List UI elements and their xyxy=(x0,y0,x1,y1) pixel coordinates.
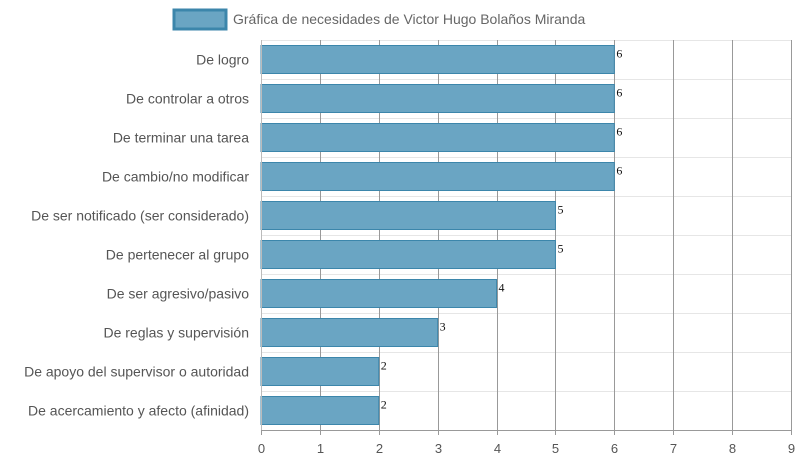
bar[interactable] xyxy=(260,45,615,74)
data-label: 6 xyxy=(616,164,622,178)
data-label: 6 xyxy=(616,125,622,139)
x-tick-label: 8 xyxy=(729,441,736,456)
category-label: De cambio/no modificar xyxy=(102,169,249,185)
data-label: 6 xyxy=(616,86,622,100)
x-tick-label: 5 xyxy=(552,441,559,456)
data-label: 4 xyxy=(499,281,505,295)
bar[interactable] xyxy=(260,396,380,425)
x-tick-label: 4 xyxy=(494,441,501,456)
data-label: 2 xyxy=(381,359,387,373)
bar[interactable] xyxy=(260,84,615,113)
data-label: 6 xyxy=(616,47,622,61)
bar[interactable] xyxy=(260,357,380,386)
x-tick-label: 9 xyxy=(788,441,795,456)
category-label: De pertenecer al grupo xyxy=(106,247,249,263)
legend-swatch[interactable] xyxy=(172,8,228,31)
data-label: 2 xyxy=(381,398,387,412)
x-tick-label: 6 xyxy=(611,441,618,456)
category-label: De apoyo del supervisor o autoridad xyxy=(24,364,249,380)
category-label: De controlar a otros xyxy=(126,91,249,107)
axes: 0 1 2 3 4 5 6 7 8 9 xyxy=(258,40,795,456)
legend-label[interactable]: Gráfica de necesidades de Victor Hugo Bo… xyxy=(233,11,585,27)
bar[interactable] xyxy=(260,240,556,269)
labels: De logro 6 De controlar a otros 6 De termina… xyxy=(24,47,622,419)
bar[interactable] xyxy=(260,123,615,152)
bar[interactable] xyxy=(260,279,498,308)
bar[interactable] xyxy=(260,201,556,230)
data-label: 5 xyxy=(557,203,563,217)
category-label: De logro xyxy=(196,52,249,68)
category-label: De ser notificado (ser considerado) xyxy=(31,208,249,224)
x-tick-label: 1 xyxy=(317,441,324,456)
x-tick-label: 3 xyxy=(435,441,442,456)
x-tick-label: 2 xyxy=(376,441,383,456)
category-label: De ser agresivo/pasivo xyxy=(107,286,250,302)
category-label: De terminar una tarea xyxy=(113,130,249,146)
data-label: 5 xyxy=(557,242,563,256)
data-label: 3 xyxy=(440,320,446,334)
category-label: De acercamiento y afecto (afinidad) xyxy=(28,403,249,419)
category-label: De reglas y supervisión xyxy=(103,325,249,341)
x-tick-label: 0 xyxy=(258,441,265,456)
bar[interactable] xyxy=(260,318,439,347)
bars xyxy=(260,45,615,425)
legend[interactable]: Gráfica de necesidades de Victor Hugo Bo… xyxy=(172,8,585,31)
x-tick-label: 7 xyxy=(670,441,677,456)
bar[interactable] xyxy=(260,162,615,191)
